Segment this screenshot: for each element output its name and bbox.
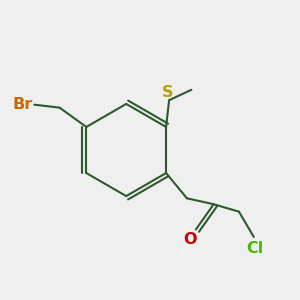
Text: Br: Br xyxy=(13,97,33,112)
Text: O: O xyxy=(184,232,197,247)
Text: Cl: Cl xyxy=(246,241,263,256)
Text: S: S xyxy=(162,85,173,100)
